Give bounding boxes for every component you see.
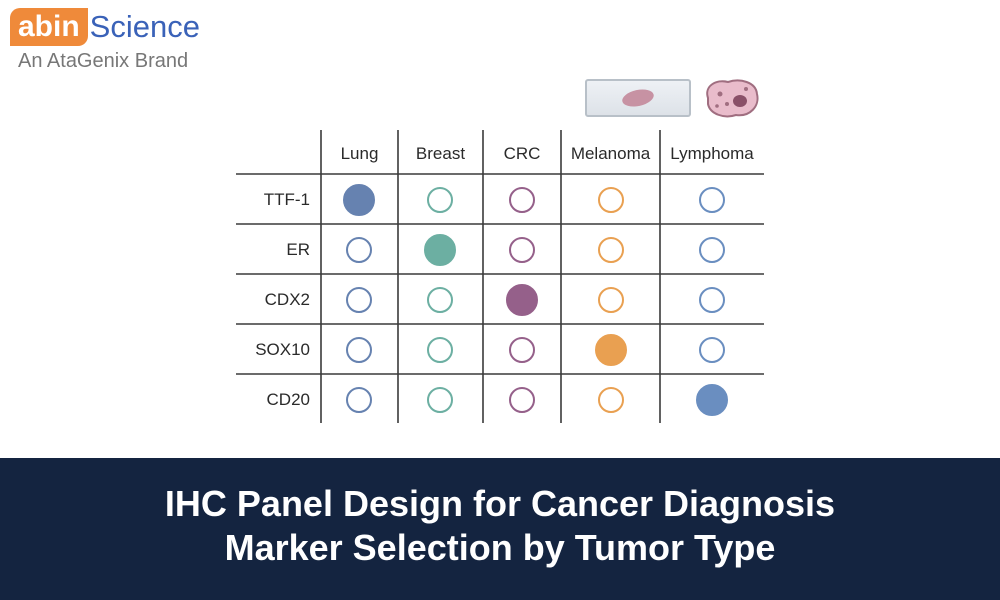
marker-negative-cdx2-breast (427, 287, 453, 313)
col-header-breast: Breast (415, 144, 466, 163)
row-header-ttf1: TTF-1 (263, 190, 310, 209)
col-header-crc: CRC (503, 144, 541, 163)
marker-positive-cd20-lymphoma (696, 384, 728, 416)
marker-negative-cd20-lung (346, 387, 372, 413)
brand-tagline: An AtaGenix Brand (18, 50, 189, 72)
marker-negative-ttf1-lymphoma (699, 187, 725, 213)
marker-positive-sox10-melanoma (595, 334, 627, 366)
row-header-er: ER (286, 240, 310, 259)
marker-negative-ttf1-breast (427, 187, 453, 213)
marker-negative-cdx2-lung (346, 287, 372, 313)
marker-negative-sox10-lymphoma (699, 337, 725, 363)
brand-logo: abin Science An AtaGenix Brand (10, 8, 200, 72)
brand-name: Science (89, 9, 200, 44)
marker-positive-er-breast (424, 234, 456, 266)
col-header-lymphoma: Lymphoma (670, 144, 754, 163)
marker-negative-sox10-crc (509, 337, 535, 363)
marker-negative-sox10-lung (346, 337, 372, 363)
brand-mark: abin (10, 8, 88, 46)
marker-negative-sox10-breast (427, 337, 453, 363)
marker-positive-cdx2-crc (506, 284, 538, 316)
col-header-melanoma: Melanoma (570, 144, 651, 163)
microscope-slide-icon (585, 79, 691, 117)
title-line-1: IHC Panel Design for Cancer Diagnosis (164, 483, 836, 524)
cell-icon (706, 79, 759, 118)
panel-grid (236, 130, 764, 423)
marker-negative-ttf1-crc (509, 187, 535, 213)
row-header-cd20: CD20 (266, 390, 310, 409)
marker-negative-er-lymphoma (699, 237, 725, 263)
marker-negative-er-lung (346, 237, 372, 263)
marker-negative-ttf1-melanoma (598, 187, 624, 213)
marker-negative-cd20-crc (509, 387, 535, 413)
col-header-lung: Lung (340, 144, 379, 163)
marker-negative-cd20-melanoma (598, 387, 624, 413)
row-header-cdx2: CDX2 (264, 290, 310, 309)
marker-negative-er-melanoma (598, 237, 624, 263)
marker-negative-cd20-breast (427, 387, 453, 413)
marker-negative-cdx2-lymphoma (699, 287, 725, 313)
row-header-sox10: SOX10 (255, 340, 310, 359)
title-banner: IHC Panel Design for Cancer Diagnosis Ma… (0, 458, 1000, 600)
marker-positive-ttf1-lung (343, 184, 375, 216)
title-line-2: Marker Selection by Tumor Type (224, 527, 776, 568)
marker-negative-cdx2-melanoma (598, 287, 624, 313)
marker-negative-er-crc (509, 237, 535, 263)
